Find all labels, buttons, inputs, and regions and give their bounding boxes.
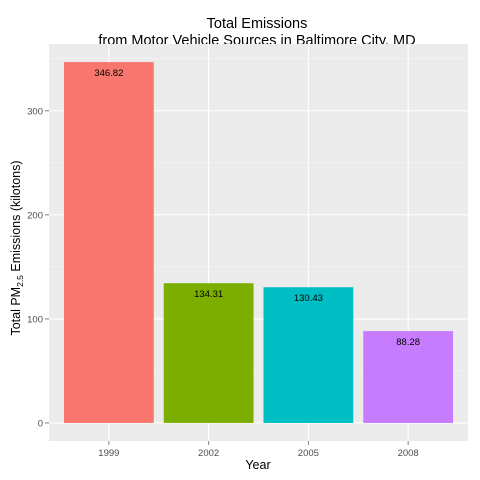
y-axis-label: Total PM2.5 Emissions (kilotons)	[9, 160, 25, 335]
y-axis-label-suffix: Emissions (kilotons)	[9, 160, 23, 275]
y-tick-label: 100	[27, 314, 43, 325]
y-tick-label: 200	[27, 210, 43, 221]
x-tick-label: 1999	[98, 448, 119, 459]
bar-value-labels: 346.82 134.31 130.43 88.28	[94, 68, 420, 348]
x-axis-ticks: 1999 2002 2005 2008	[98, 441, 419, 459]
bar-2008	[363, 331, 454, 423]
bars	[63, 62, 454, 423]
y-tick-label: 0	[38, 418, 43, 429]
bar-label-1999: 346.82	[94, 68, 123, 79]
bar-label-2002: 134.31	[194, 289, 223, 300]
bar-label-2008: 88.28	[396, 337, 420, 348]
x-tick-label: 2008	[398, 448, 419, 459]
x-axis-label: Year	[245, 458, 270, 472]
chart-title-line-1: Total Emissions	[207, 16, 308, 32]
y-axis-ticks: 0 100 200 300	[27, 106, 49, 429]
y-axis-label-subscript: 2.5	[15, 275, 25, 287]
x-tick-label: 2005	[298, 448, 319, 459]
y-tick-label: 300	[27, 106, 43, 117]
bar-1999	[63, 62, 154, 423]
bar-label-2005: 130.43	[294, 293, 323, 304]
x-tick-label: 2002	[198, 448, 219, 459]
y-axis-label-prefix: Total PM	[9, 287, 23, 336]
bar-2002	[163, 283, 254, 423]
bar-2005	[263, 287, 354, 423]
